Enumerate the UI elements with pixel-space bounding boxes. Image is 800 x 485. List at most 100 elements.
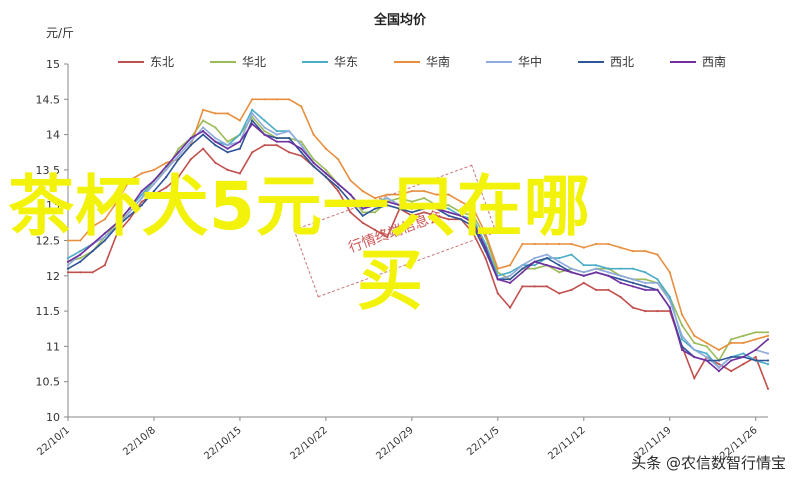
data-point — [410, 200, 413, 203]
data-point — [398, 204, 401, 207]
data-point — [644, 288, 647, 291]
data-point — [693, 334, 696, 337]
data-point — [263, 126, 266, 129]
y-tick-label: 15 — [46, 58, 60, 71]
data-point — [275, 144, 278, 147]
data-point — [152, 193, 156, 196]
data-point — [533, 242, 536, 246]
data-point — [705, 341, 708, 344]
data-point — [693, 377, 696, 380]
data-point — [423, 197, 426, 200]
unit-label: 元/斤 — [46, 26, 74, 40]
data-point — [263, 144, 266, 147]
data-point — [656, 288, 659, 291]
data-point — [337, 158, 340, 161]
data-point — [472, 218, 475, 221]
data-point — [202, 130, 205, 133]
data-point — [668, 299, 671, 302]
data-point — [619, 274, 622, 277]
data-point — [619, 246, 622, 249]
data-point — [386, 193, 389, 196]
data-point — [288, 98, 291, 101]
data-point — [742, 334, 745, 337]
data-point — [275, 140, 278, 143]
data-point — [214, 161, 217, 164]
data-point — [116, 221, 119, 224]
data-point — [300, 105, 303, 108]
data-point — [373, 200, 377, 203]
data-point — [238, 172, 241, 175]
data-point — [361, 190, 364, 193]
data-point — [509, 281, 512, 284]
data-point — [595, 242, 598, 246]
data-point — [595, 264, 598, 267]
data-point — [349, 200, 352, 203]
data-point — [545, 242, 549, 246]
data-point — [386, 200, 389, 203]
data-point — [680, 334, 684, 337]
data-point — [410, 211, 413, 214]
data-point — [140, 197, 143, 200]
data-point — [509, 271, 512, 274]
data-point — [656, 281, 659, 284]
data-point — [238, 147, 241, 150]
data-point — [373, 207, 377, 210]
data-point — [410, 190, 413, 193]
data-point — [337, 186, 340, 189]
data-point — [202, 133, 205, 136]
data-point — [558, 271, 561, 274]
data-point — [103, 218, 106, 221]
data-point — [128, 179, 131, 182]
data-point — [361, 207, 364, 210]
data-point — [324, 172, 327, 175]
data-point — [459, 200, 463, 203]
data-point — [558, 257, 561, 260]
data-point — [312, 165, 315, 168]
data-point — [263, 130, 266, 133]
data-point — [79, 239, 82, 242]
data-point — [509, 306, 512, 309]
data-point — [189, 158, 192, 161]
data-point — [521, 271, 524, 274]
data-point — [496, 278, 499, 281]
series-line-西南 — [67, 122, 769, 373]
data-point — [570, 253, 573, 256]
data-point — [312, 133, 315, 136]
data-point — [165, 186, 168, 189]
x-tick-label: 22/10/8 — [121, 425, 158, 458]
data-point — [631, 250, 635, 253]
data-point — [226, 147, 229, 150]
data-point — [116, 225, 119, 228]
data-point — [582, 281, 585, 284]
data-point — [361, 211, 364, 214]
data-point — [644, 310, 647, 313]
data-point — [116, 232, 119, 235]
data-point — [558, 292, 561, 295]
legend-label: 华中 — [518, 54, 542, 69]
x-tick-label: 22/10/1 — [35, 425, 72, 458]
data-point — [435, 193, 438, 196]
data-point — [619, 281, 622, 284]
data-point — [730, 341, 733, 344]
data-point — [177, 158, 180, 161]
data-point — [766, 334, 770, 337]
data-point — [595, 288, 598, 291]
data-point — [472, 221, 475, 224]
data-point — [361, 221, 364, 224]
data-point — [705, 352, 708, 355]
data-point — [300, 151, 303, 154]
data-point — [754, 338, 757, 341]
data-point — [521, 285, 524, 288]
data-point — [386, 197, 389, 200]
data-point — [214, 126, 217, 129]
x-tick-label: 22/10/22 — [288, 425, 329, 462]
data-point — [754, 331, 757, 334]
data-point — [288, 140, 291, 143]
data-point — [705, 345, 708, 348]
data-point — [766, 338, 770, 341]
y-tick-label: 12 — [46, 270, 60, 283]
data-point — [447, 218, 450, 221]
data-point — [91, 271, 94, 274]
data-point — [410, 207, 413, 210]
